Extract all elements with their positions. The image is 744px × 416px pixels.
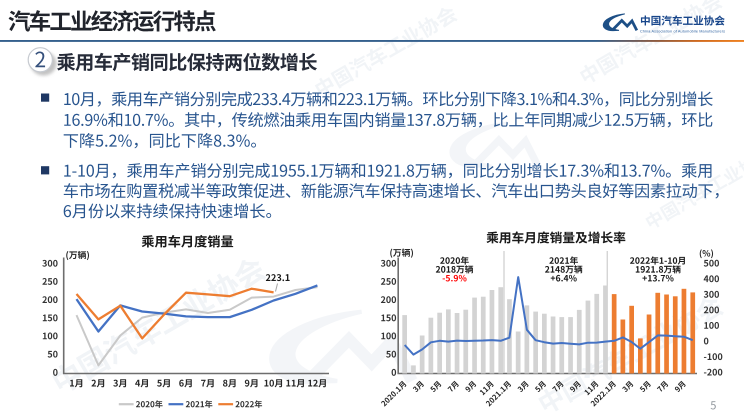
svg-text:China Association of Automobil: China Association of Automobile Manufact… [640, 30, 725, 34]
